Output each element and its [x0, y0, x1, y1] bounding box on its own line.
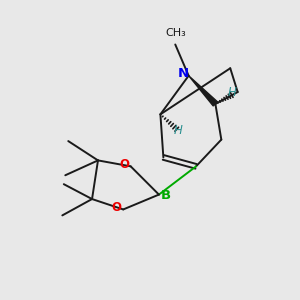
Text: O: O	[112, 202, 122, 214]
Text: H: H	[174, 124, 183, 137]
Text: B: B	[160, 189, 170, 202]
Text: H: H	[227, 86, 236, 99]
Text: N: N	[178, 67, 189, 80]
Polygon shape	[189, 76, 217, 106]
Text: CH₃: CH₃	[166, 28, 186, 38]
Text: O: O	[119, 158, 129, 171]
